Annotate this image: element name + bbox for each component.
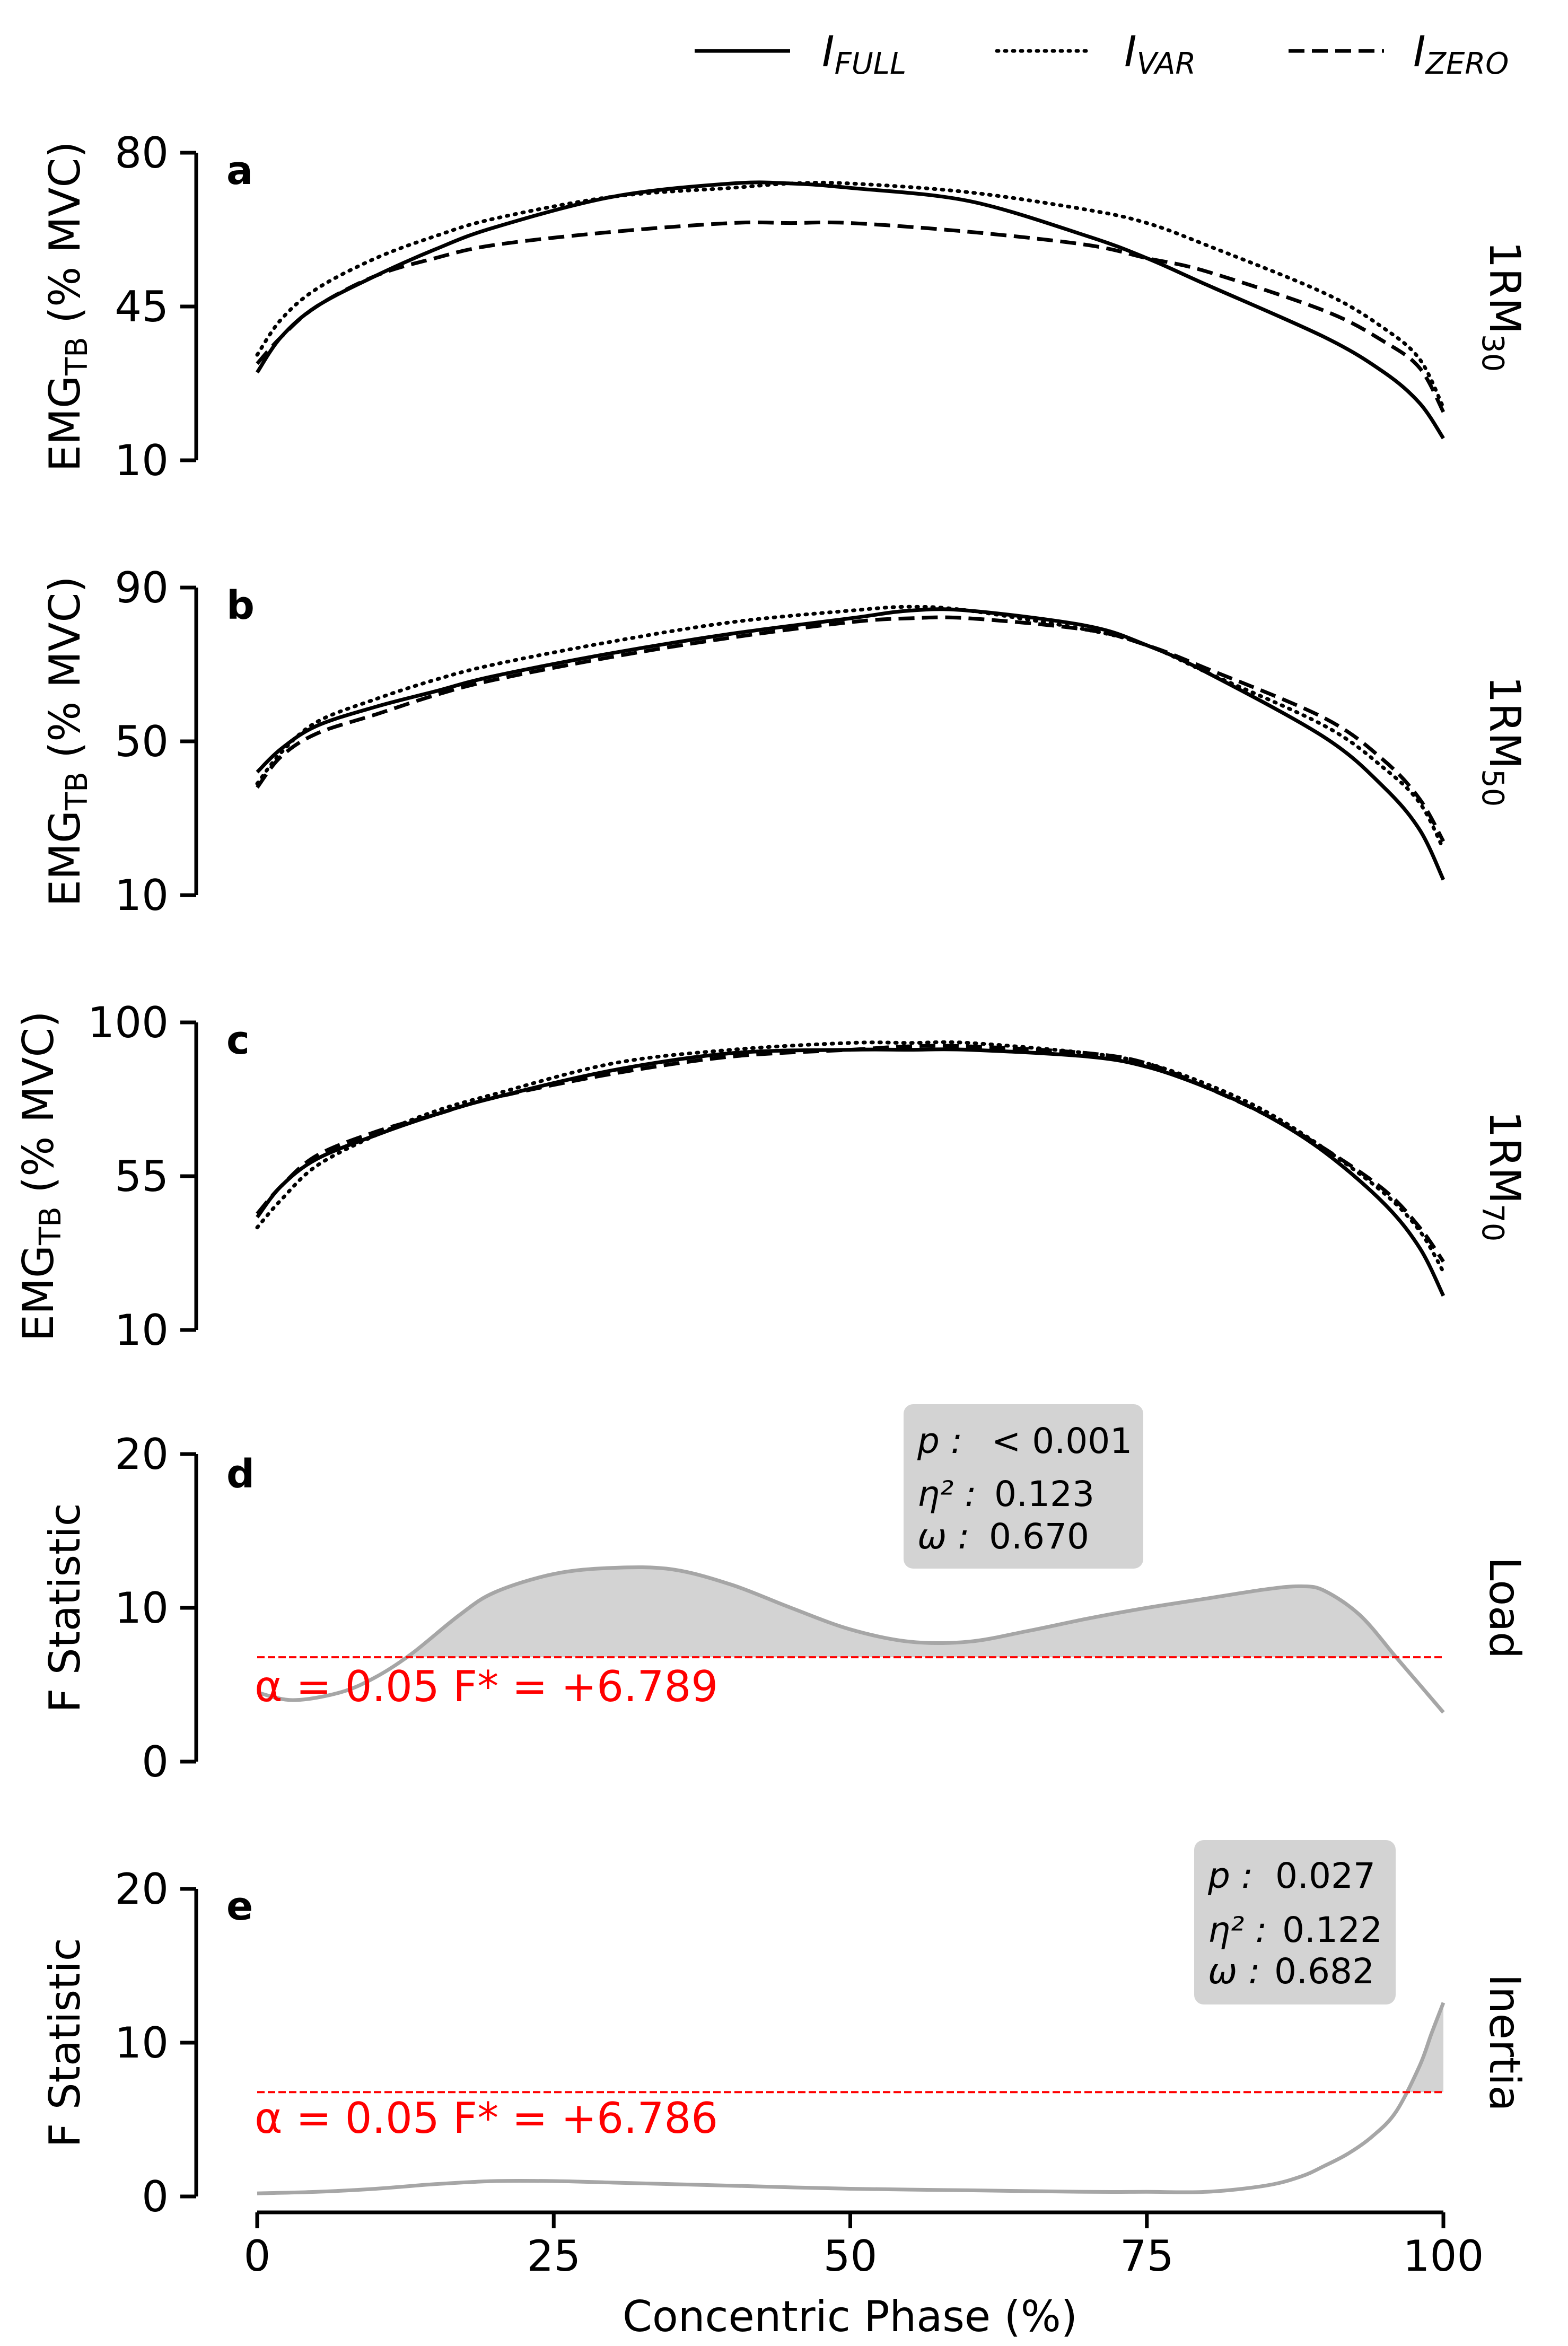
eta-label: η² : xyxy=(917,1474,977,1515)
y-tick-label: 90 xyxy=(115,563,169,612)
y-tick-label: 55 xyxy=(115,1152,169,1201)
critical-threshold-label: α = 0.05 F* = +6.789 xyxy=(255,1662,718,1711)
x-tick-label: 0 xyxy=(244,2231,271,2281)
legend-label-var: IVAR xyxy=(1124,27,1196,81)
y-axis-label: EMGTB (% MVC) xyxy=(14,1011,68,1341)
series-line-i-full xyxy=(256,180,1445,440)
stats-box: p : < 0.001 η² : 0.123 ω : 0.670 xyxy=(904,1404,1143,1569)
y-tick-label: 100 xyxy=(87,998,169,1047)
row-label: 1RM50 xyxy=(1475,676,1529,807)
p-value: < 0.001 xyxy=(992,1421,1132,1461)
x-tick-label: 75 xyxy=(1120,2231,1174,2281)
panel-letter: b xyxy=(226,583,255,628)
series-line-i-zero xyxy=(256,220,1446,413)
panel-letter: d xyxy=(226,1451,255,1497)
stats-box: p : 0.027 η² : 0.122 ω : 0.682 xyxy=(1194,1840,1396,2004)
y-tick-label: 0 xyxy=(142,2172,169,2221)
y-tick-label: 0 xyxy=(142,1737,169,1787)
legend-label-full: IFULL xyxy=(822,27,906,81)
x-tick-label: 50 xyxy=(824,2231,878,2281)
row-label: Inertia xyxy=(1480,1974,1529,2111)
y-axis-label: F Statistic xyxy=(40,1938,90,2147)
series-line-i-full xyxy=(256,607,1446,881)
omega-value: 0.670 xyxy=(989,1516,1089,1557)
critical-threshold-label: α = 0.05 F* = +6.786 xyxy=(255,2094,718,2143)
row-label: 1RM70 xyxy=(1475,1111,1529,1242)
p-value: 0.027 xyxy=(1275,1855,1376,1896)
y-tick-label: 50 xyxy=(115,717,169,766)
omega-label: ω : xyxy=(1208,1951,1260,1992)
eta-label: η² : xyxy=(1208,1910,1267,1950)
suprathreshold-fill xyxy=(1406,2002,1443,2093)
y-axis-label: F Statistic xyxy=(40,1503,90,1712)
series-line-i-var xyxy=(255,1040,1446,1274)
panel-letter: a xyxy=(226,148,253,194)
omega-label: ω : xyxy=(917,1516,969,1557)
f-statistic-line xyxy=(257,1565,1445,1714)
p-label: p : xyxy=(1207,1855,1253,1896)
panel-e: e 0 10 20 F Statistic Inertia α = 0.05 F… xyxy=(40,1840,1529,2221)
legend-label-zero: IZERO xyxy=(1413,27,1509,81)
panel-d: d 0 10 20 F Statistic Load α = 0.05 F* =… xyxy=(40,1404,1529,1787)
series-line-i-full xyxy=(256,1047,1446,1297)
panel-letter: c xyxy=(226,1018,250,1063)
panel-letter: e xyxy=(226,1884,253,1929)
row-label: Load xyxy=(1480,1557,1529,1659)
series-line-i-zero xyxy=(256,615,1446,843)
y-tick-label: 20 xyxy=(115,1864,169,1914)
y-tick-label: 80 xyxy=(115,128,169,178)
f-statistic-line xyxy=(257,2002,1446,2195)
series-line-i-var xyxy=(255,180,1446,410)
y-tick-label: 10 xyxy=(115,436,169,485)
x-tick-label: 25 xyxy=(527,2231,581,2281)
y-tick-label: 10 xyxy=(115,1583,169,1633)
eta-value: 0.122 xyxy=(1282,1910,1382,1950)
y-tick-label: 10 xyxy=(115,2018,169,2068)
suprathreshold-fill xyxy=(407,1568,1396,1658)
panel-c: c 10 55 100 EMGTB (% MVC) 1RM70 xyxy=(14,998,1529,1355)
p-label: p : xyxy=(917,1421,962,1461)
omega-value: 0.682 xyxy=(1274,1951,1374,1992)
y-tick-label: 10 xyxy=(115,871,169,920)
y-tick-label: 20 xyxy=(115,1430,169,1479)
series-line-i-var xyxy=(255,605,1446,851)
panel-b: b 10 50 90 EMGTB (% MVC) 1RM50 xyxy=(40,563,1529,920)
y-tick-label: 45 xyxy=(115,282,169,331)
y-tick-label: 10 xyxy=(115,1306,169,1355)
series-line-i-zero xyxy=(256,1044,1445,1263)
y-axis-label: EMGTB (% MVC) xyxy=(40,141,94,471)
legend: IFULL IVAR IZERO xyxy=(695,27,1509,81)
row-label: 1RM30 xyxy=(1475,241,1529,372)
x-ticks: 0 25 50 75 100 xyxy=(244,2212,1484,2281)
eta-value: 0.123 xyxy=(994,1474,1094,1515)
x-axis: 0 25 50 75 100 Concentric Phase (%) xyxy=(244,2210,1484,2341)
panel-a: a 10 45 80 EMGTB (% MVC) 1RM30 xyxy=(40,128,1529,485)
y-axis-label: EMGTB (% MVC) xyxy=(40,576,94,906)
x-tick-label: 100 xyxy=(1403,2231,1484,2281)
x-axis-label: Concentric Phase (%) xyxy=(623,2292,1078,2341)
